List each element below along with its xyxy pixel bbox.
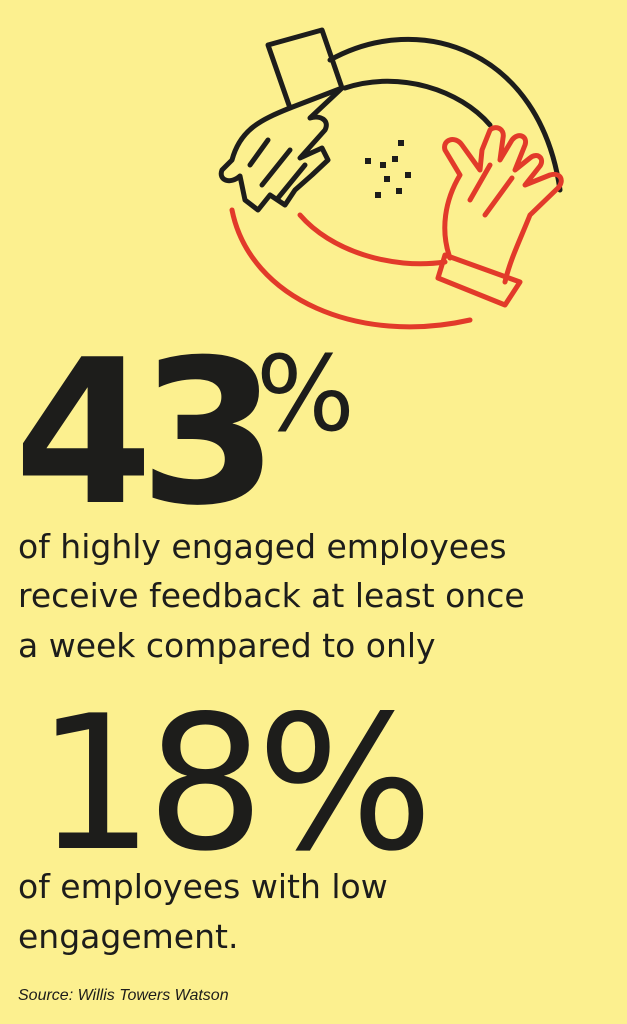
body-line: a week compared to only <box>18 626 436 665</box>
stat-number: 43 <box>14 317 264 550</box>
body-line: of highly engaged employees <box>18 527 507 566</box>
body-line: engagement. <box>18 917 238 956</box>
body-line: of employees with low <box>18 867 388 906</box>
body-line: receive feedback at least once <box>18 576 525 615</box>
hands-illustration <box>218 27 564 330</box>
source: Source: Willis Towers Watson <box>18 987 229 1004</box>
stat-number: 18% <box>36 675 425 892</box>
stat-symbol: % <box>256 333 355 455</box>
